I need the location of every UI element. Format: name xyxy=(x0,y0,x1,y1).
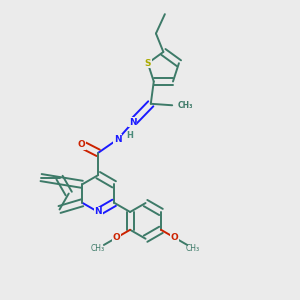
Text: N: N xyxy=(114,135,121,144)
Text: N: N xyxy=(129,118,137,127)
Text: N: N xyxy=(94,208,102,217)
Text: H: H xyxy=(126,131,133,140)
Text: O: O xyxy=(170,233,178,242)
Text: O: O xyxy=(113,233,121,242)
Text: CH₃: CH₃ xyxy=(186,244,200,253)
Text: S: S xyxy=(145,59,151,68)
Text: O: O xyxy=(78,140,86,149)
Text: CH₃: CH₃ xyxy=(178,101,193,110)
Text: CH₃: CH₃ xyxy=(91,244,105,253)
